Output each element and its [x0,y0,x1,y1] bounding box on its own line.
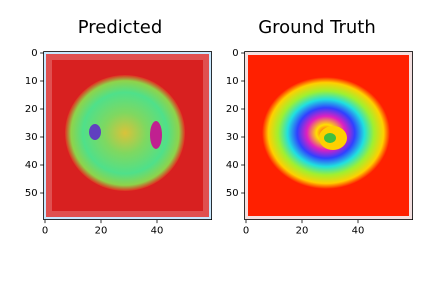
axes: Predicted 0 20 40 0 10 20 30 40 50 [25,17,212,237]
y-tick-label: 0 [31,48,37,59]
y-tick-label: 40 [226,160,239,171]
image-pattern [324,133,336,143]
y-tick-label: 50 [226,188,239,199]
y-tick-label: 0 [232,48,238,59]
x-tick-label: 20 [296,226,309,237]
chart-title: Ground Truth [258,17,376,38]
y-tick-label: 30 [226,132,239,143]
axes: Ground Truth 0 20 40 0 10 20 30 40 50 [226,17,414,237]
y-tick-label: 20 [25,104,38,115]
y-tick-label: 10 [25,76,38,87]
y-tick-label: 30 [25,132,38,143]
x-tick-label: 0 [42,226,48,237]
axes-frame [244,51,414,220]
y-tick-label: 40 [25,160,38,171]
x-tick-label: 20 [95,226,108,237]
axes-frame [43,51,212,220]
chart-title: Predicted [78,17,163,38]
x-tick-label: 40 [352,226,365,237]
y-tick-label: 20 [226,104,239,115]
y-tick-label: 50 [25,188,38,199]
image-pattern [65,75,185,191]
x-tick-label: 40 [151,226,164,237]
image-pattern [89,124,101,140]
x-tick-label: 0 [243,226,249,237]
y-tick-label: 10 [226,76,239,87]
image-pattern [150,121,162,149]
